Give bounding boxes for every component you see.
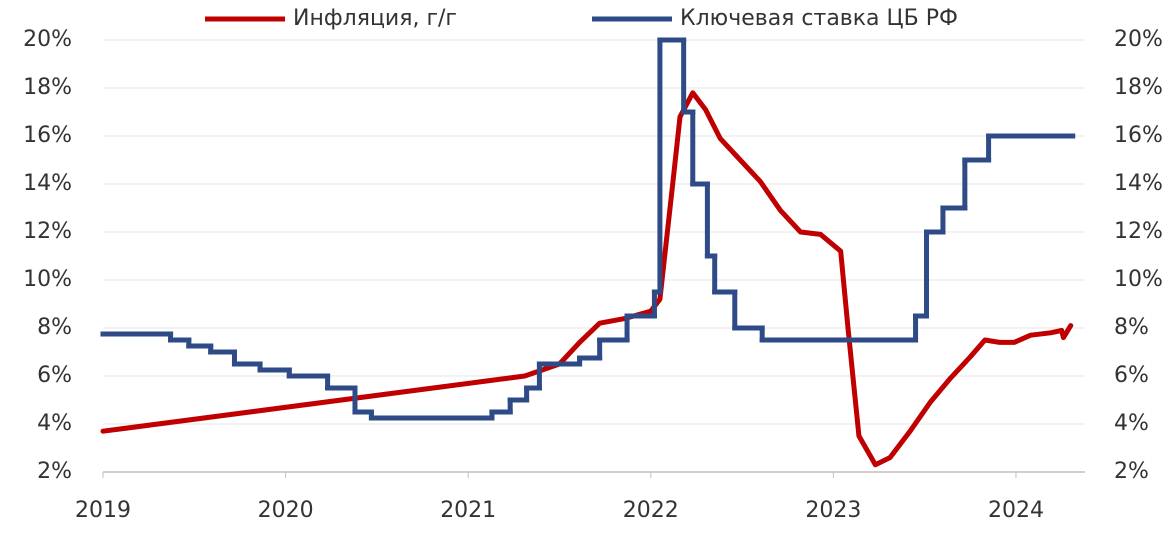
x-tick-label: 2020 bbox=[258, 498, 314, 523]
y-tick-label: 8% bbox=[37, 315, 72, 340]
y2-tick-label: 4% bbox=[1114, 411, 1149, 436]
y-tick-label: 16% bbox=[23, 123, 72, 148]
y-tick-label: 18% bbox=[23, 75, 72, 100]
x-tick-label: 2023 bbox=[805, 498, 861, 523]
y-tick-label: 20% bbox=[23, 27, 72, 52]
y2-tick-label: 20% bbox=[1114, 27, 1163, 52]
y-tick-label: 12% bbox=[23, 219, 72, 244]
y-tick-label: 6% bbox=[37, 363, 72, 388]
y-tick-label: 14% bbox=[23, 171, 72, 196]
y2-tick-label: 2% bbox=[1114, 459, 1149, 484]
y2-tick-label: 8% bbox=[1114, 315, 1149, 340]
y-tick-label: 10% bbox=[23, 267, 72, 292]
y-tick-label: 4% bbox=[37, 411, 72, 436]
legend-label: Ключевая ставка ЦБ РФ bbox=[680, 6, 958, 31]
y2-tick-label: 14% bbox=[1114, 171, 1163, 196]
x-tick-label: 2019 bbox=[75, 498, 131, 523]
y2-tick-label: 16% bbox=[1114, 123, 1163, 148]
x-tick-label: 2024 bbox=[988, 498, 1044, 523]
y2-tick-label: 6% bbox=[1114, 363, 1149, 388]
x-tick-label: 2022 bbox=[623, 498, 679, 523]
y2-tick-label: 18% bbox=[1114, 75, 1163, 100]
y2-tick-label: 12% bbox=[1114, 219, 1163, 244]
y-tick-label: 2% bbox=[37, 459, 72, 484]
y2-tick-label: 10% bbox=[1114, 267, 1163, 292]
x-tick-label: 2021 bbox=[440, 498, 496, 523]
legend-label: Инфляция, г/г bbox=[293, 6, 457, 31]
